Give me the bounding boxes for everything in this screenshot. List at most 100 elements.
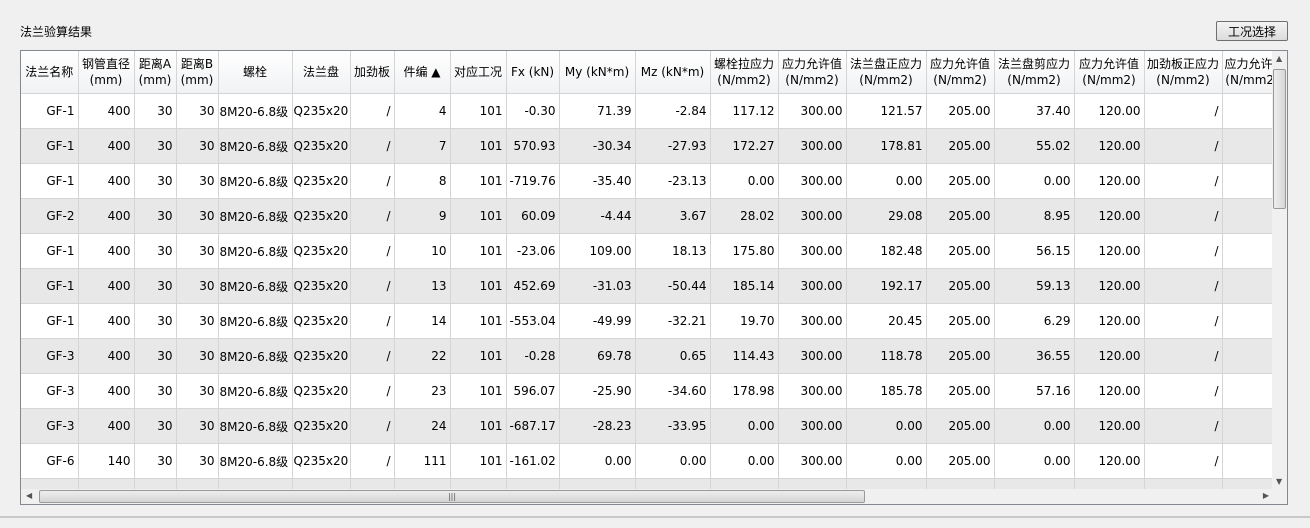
table-cell[interactable]: GF-3 [21,408,79,444]
table-cell[interactable]: 3.67 [635,198,711,234]
table-cell[interactable] [1222,338,1274,374]
table-cell[interactable] [292,478,351,489]
table-cell[interactable]: -4.44 [559,198,636,234]
table-cell[interactable]: 182.48 [846,233,927,269]
table-cell[interactable] [635,478,711,489]
table-cell[interactable] [710,478,779,489]
table-cell[interactable]: / [350,93,395,129]
table-cell[interactable]: 4 [394,93,451,129]
table-cell[interactable]: 8M20-6.8级 [218,198,293,234]
table-cell[interactable] [1222,373,1274,409]
table-cell[interactable]: 37.40 [994,93,1075,129]
table-cell[interactable]: -23.13 [635,163,711,199]
table-cell[interactable]: 59.13 [994,268,1075,304]
table-cell[interactable]: 300.00 [778,233,847,269]
table-row[interactable]: GF-2 400 30 30 8M20-6.8级 Q235x20/9 101 60.09 -4.… [21,198,1274,234]
table-cell[interactable]: 55.02 [994,128,1075,164]
table-cell[interactable] [1222,163,1274,199]
table-cell[interactable]: / [350,163,395,199]
table-cell[interactable]: Q235x20 [292,373,351,409]
table-cell[interactable]: 205.00 [926,443,995,479]
table-cell[interactable]: 400 [78,373,135,409]
table-cell[interactable] [218,478,293,489]
table-cell[interactable]: 30 [134,338,177,374]
table-cell[interactable]: / [1144,128,1223,164]
table-cell[interactable]: 30 [134,408,177,444]
table-cell[interactable]: 400 [78,163,135,199]
table-cell[interactable]: 20.45 [846,303,927,339]
table-cell[interactable]: 400 [78,338,135,374]
table-cell[interactable]: 120.00 [1074,408,1145,444]
table-cell[interactable]: 69.78 [559,338,636,374]
scroll-up-icon[interactable]: ▲ [1276,54,1283,63]
table-cell[interactable]: -27.93 [635,128,711,164]
table-cell[interactable]: 8M20-6.8级 [218,93,293,129]
table-cell[interactable] [176,478,219,489]
table-cell[interactable]: GF-1 [21,163,79,199]
table-cell[interactable]: 9 [394,198,451,234]
table-cell[interactable]: GF-3 [21,373,79,409]
table-cell[interactable]: 8M20-6.8级 [218,338,293,374]
table-cell[interactable]: / [1144,373,1223,409]
table-cell[interactable] [78,478,135,489]
table-cell[interactable]: 121.57 [846,93,927,129]
table-cell[interactable]: -34.60 [635,373,711,409]
table-cell[interactable]: 205.00 [926,233,995,269]
table-cell[interactable]: -0.30 [506,93,560,129]
table-cell[interactable]: 140 [78,443,135,479]
table-cell[interactable] [1222,408,1274,444]
table-cell[interactable]: 205.00 [926,198,995,234]
table-cell[interactable] [1222,443,1274,479]
table-cell[interactable]: Q235x20 [292,303,351,339]
table-row[interactable]: GF-3 400 30 30 8M20-6.8级 Q235x20/23 101 596.07-… [21,373,1274,409]
table-cell[interactable]: 18.13 [635,233,711,269]
table-cell[interactable]: 22 [394,338,451,374]
table-cell[interactable]: 30 [176,373,219,409]
table-cell[interactable]: 205.00 [926,163,995,199]
table-cell[interactable]: 205.00 [926,303,995,339]
table-cell[interactable]: -33.95 [635,408,711,444]
column-header[interactable]: My (kN*m) [559,51,636,94]
table-cell[interactable]: 19.70 [710,303,779,339]
table-cell[interactable]: 101 [450,198,507,234]
column-header[interactable]: 加劲板正应力 (N/mm2) [1144,51,1223,94]
table-cell[interactable]: -0.28 [506,338,560,374]
table-cell[interactable]: 400 [78,408,135,444]
table-row[interactable]: GF-1 400 30 30 8M20-6.8级 Q235x20/13 101 452.69-… [21,268,1274,304]
table-cell[interactable]: / [1144,303,1223,339]
table-cell[interactable]: 0.00 [994,163,1075,199]
table-cell[interactable]: 452.69 [506,268,560,304]
table-cell[interactable]: GF-1 [21,303,79,339]
column-header[interactable]: 对应工况 [450,51,507,94]
table-cell[interactable]: 101 [450,443,507,479]
column-header[interactable]: 应力允许值 (N/mm2) [926,51,995,94]
table-cell[interactable]: 8M20-6.8级 [218,443,293,479]
table-cell[interactable]: 300.00 [778,198,847,234]
column-header[interactable]: 法兰盘正应力 (N/mm2) [846,51,927,94]
table-cell[interactable]: / [1144,443,1223,479]
column-header[interactable]: 螺栓 [218,51,293,94]
table-cell[interactable]: 0.00 [635,443,711,479]
table-cell[interactable]: 120.00 [1074,128,1145,164]
column-header[interactable]: 法兰盘剪应力 (N/mm2) [994,51,1075,94]
table-cell[interactable]: 120.00 [1074,163,1145,199]
table-cell[interactable]: 205.00 [926,338,995,374]
table-cell[interactable]: 205.00 [926,408,995,444]
table-cell[interactable] [350,478,395,489]
table-row[interactable]: GF-3 400 30 30 8M20-6.8级 Q235x20/24 101 -687.17… [21,408,1274,444]
table-cell[interactable] [994,478,1075,489]
horizontal-scroll-thumb[interactable]: ||| [39,490,865,503]
table-cell[interactable]: Q235x20 [292,338,351,374]
column-header[interactable]: Mz (kN*m) [635,51,711,94]
table-cell[interactable]: 300.00 [778,443,847,479]
table-cell[interactable]: 8 [394,163,451,199]
table-row[interactable]: GF-1 400 30 30 8M20-6.8级 Q235x20/4 101 -0.30 71.… [21,93,1274,129]
table-cell[interactable]: 30 [134,303,177,339]
vertical-scroll-thumb[interactable] [1273,69,1286,209]
table-cell[interactable]: 205.00 [926,268,995,304]
table-cell[interactable]: 30 [176,93,219,129]
table-cell[interactable]: 23 [394,373,451,409]
table-cell[interactable]: 400 [78,268,135,304]
column-header[interactable]: 法兰名称 [21,51,79,94]
table-cell[interactable]: Q235x20 [292,128,351,164]
